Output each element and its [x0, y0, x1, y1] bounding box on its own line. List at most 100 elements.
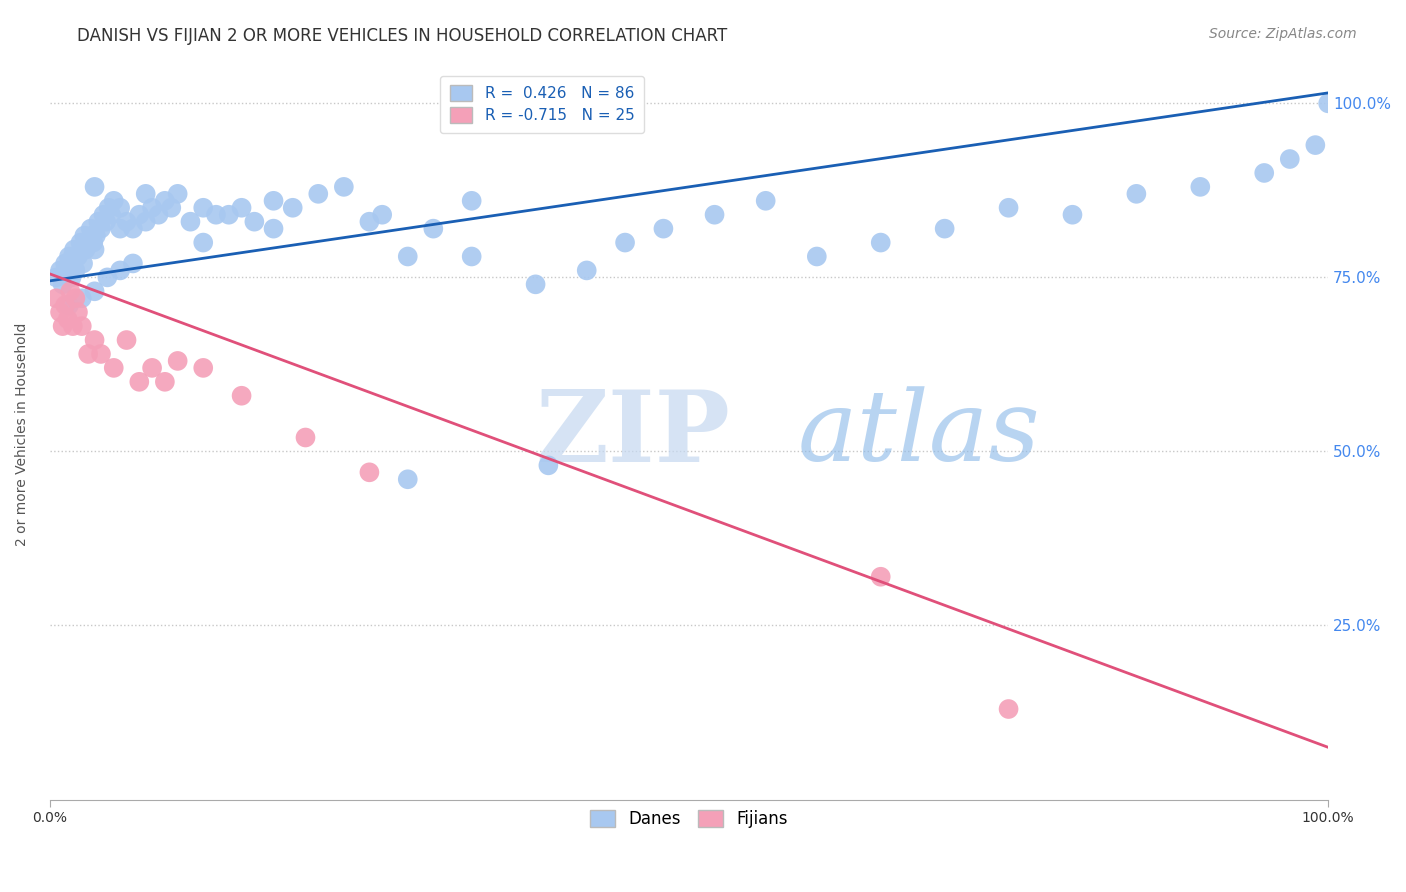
Point	[82, 235, 104, 250]
Point	[359, 215, 381, 229]
Point	[869, 235, 891, 250]
Point	[153, 194, 176, 208]
Point	[69, 235, 91, 250]
Point	[179, 215, 201, 229]
Point	[869, 570, 891, 584]
Point	[103, 194, 125, 208]
Point	[193, 201, 215, 215]
Text: atlas: atlas	[797, 386, 1040, 482]
Point	[59, 285, 82, 299]
Point	[294, 430, 316, 444]
Point	[997, 702, 1019, 716]
Point	[94, 215, 117, 229]
Point	[422, 221, 444, 235]
Point	[70, 243, 93, 257]
Point	[52, 319, 75, 334]
Point	[49, 305, 72, 319]
Point	[45, 270, 67, 285]
Point	[166, 354, 188, 368]
Point	[281, 201, 304, 215]
Point	[806, 250, 828, 264]
Point	[62, 250, 84, 264]
Point	[49, 263, 72, 277]
Point	[66, 305, 89, 319]
Point	[205, 208, 228, 222]
Point	[75, 243, 97, 257]
Point	[77, 347, 100, 361]
Point	[148, 208, 170, 222]
Point	[703, 208, 725, 222]
Point	[96, 270, 118, 285]
Point	[1125, 186, 1147, 201]
Point	[396, 250, 419, 264]
Point	[83, 179, 105, 194]
Point	[141, 360, 163, 375]
Point	[243, 215, 266, 229]
Point	[108, 221, 131, 235]
Point	[652, 221, 675, 235]
Point	[62, 319, 84, 334]
Point	[77, 235, 100, 250]
Point	[135, 215, 157, 229]
Point	[80, 221, 103, 235]
Point	[135, 186, 157, 201]
Point	[108, 263, 131, 277]
Text: DANISH VS FIJIAN 2 OR MORE VEHICLES IN HOUSEHOLD CORRELATION CHART: DANISH VS FIJIAN 2 OR MORE VEHICLES IN H…	[77, 27, 727, 45]
Point	[70, 291, 93, 305]
Point	[87, 215, 110, 229]
Point	[84, 228, 107, 243]
Point	[80, 228, 103, 243]
Point	[97, 201, 120, 215]
Point	[65, 291, 87, 305]
Y-axis label: 2 or more Vehicles in Household: 2 or more Vehicles in Household	[15, 322, 30, 546]
Point	[122, 256, 145, 270]
Point	[58, 298, 80, 312]
Point	[83, 333, 105, 347]
Point	[122, 221, 145, 235]
Point	[755, 194, 778, 208]
Point	[52, 277, 75, 292]
Point	[1305, 138, 1327, 153]
Point	[359, 465, 381, 479]
Point	[53, 298, 76, 312]
Point	[263, 194, 285, 208]
Point	[524, 277, 547, 292]
Point	[193, 360, 215, 375]
Point	[90, 221, 112, 235]
Point	[115, 333, 138, 347]
Point	[90, 347, 112, 361]
Point	[83, 285, 105, 299]
Point	[65, 263, 87, 277]
Point	[70, 319, 93, 334]
Point	[1317, 96, 1340, 111]
Point	[141, 201, 163, 215]
Point	[93, 208, 115, 222]
Point	[128, 208, 150, 222]
Point	[371, 208, 394, 222]
Point	[231, 389, 253, 403]
Point	[56, 312, 79, 326]
Point	[1062, 208, 1084, 222]
Point	[263, 221, 285, 235]
Point	[53, 256, 76, 270]
Point	[58, 250, 80, 264]
Point	[66, 250, 89, 264]
Point	[537, 458, 560, 473]
Point	[614, 235, 637, 250]
Point	[115, 215, 138, 229]
Point	[460, 194, 482, 208]
Point	[83, 243, 105, 257]
Point	[193, 235, 215, 250]
Point	[231, 201, 253, 215]
Point	[1189, 179, 1212, 194]
Point	[73, 228, 96, 243]
Point	[333, 179, 356, 194]
Point	[59, 256, 82, 270]
Point	[72, 256, 94, 270]
Point	[997, 201, 1019, 215]
Point	[100, 208, 122, 222]
Point	[103, 360, 125, 375]
Point	[108, 201, 131, 215]
Point	[396, 472, 419, 486]
Point	[307, 186, 329, 201]
